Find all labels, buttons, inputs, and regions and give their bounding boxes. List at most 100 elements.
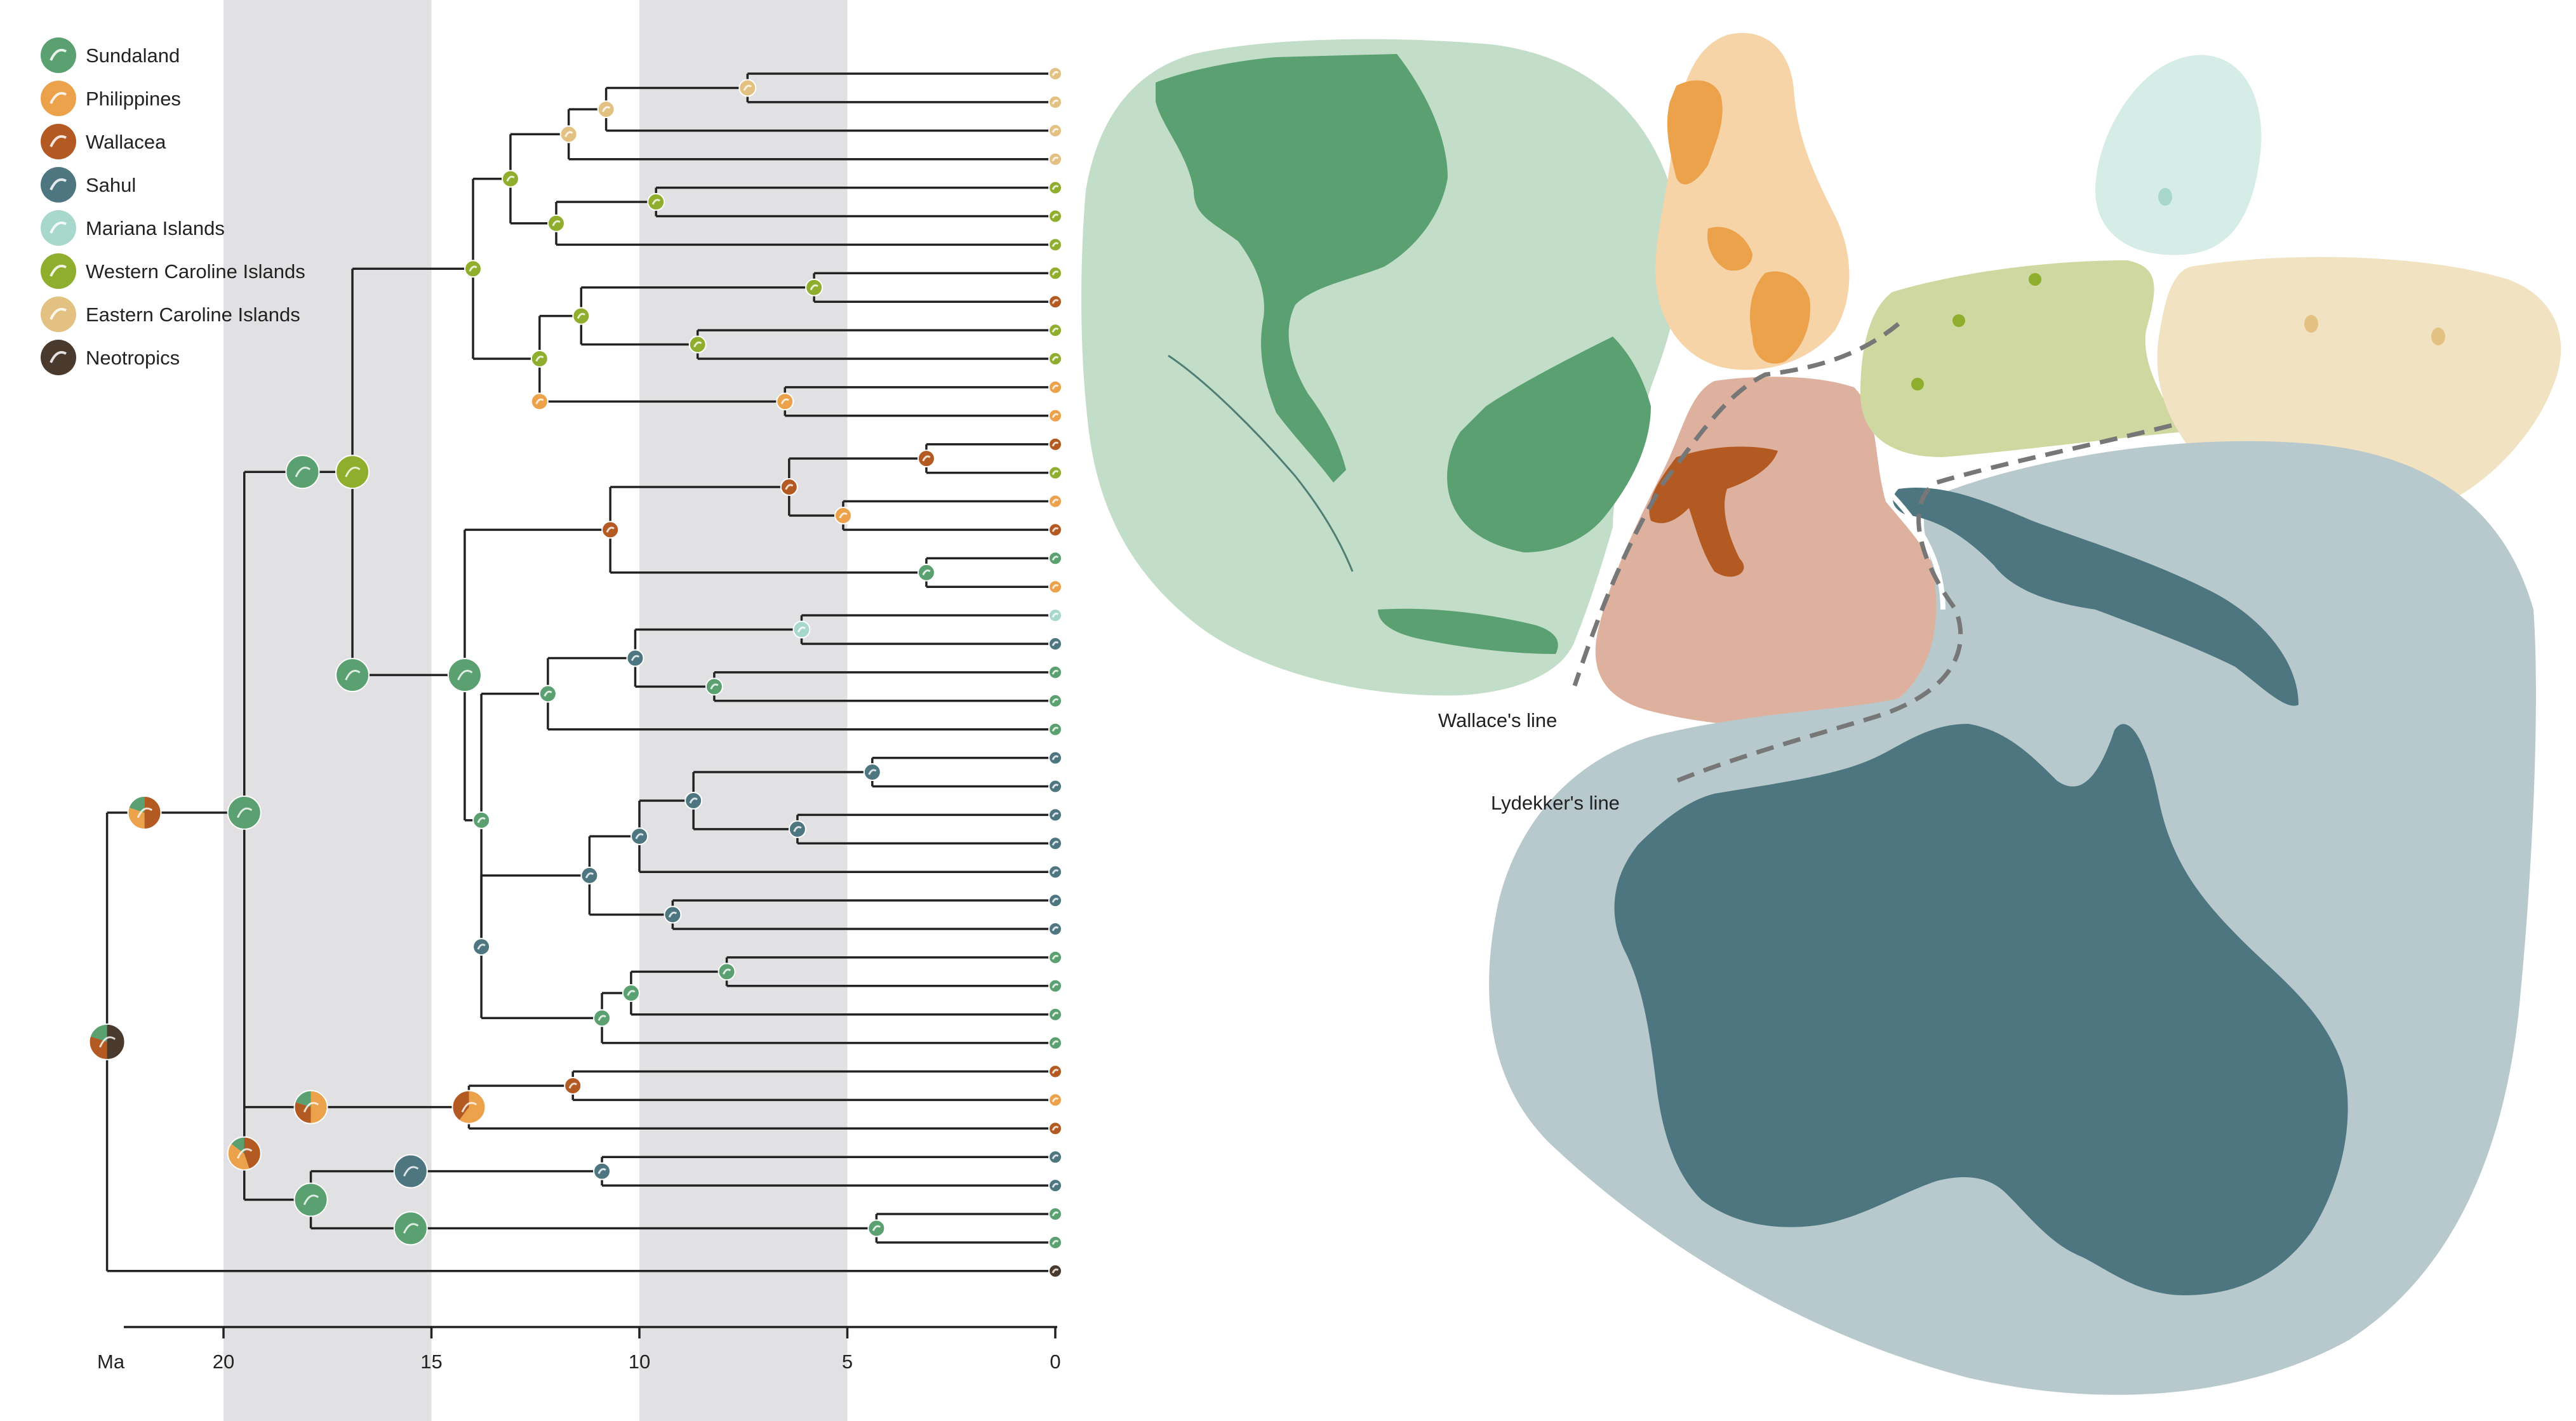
legend-glyph-icon (50, 48, 67, 61)
node-state-pie (472, 811, 491, 829)
tip-marker-31 (1048, 950, 1062, 964)
land-borneo (1447, 337, 1651, 552)
wallace-line (1572, 322, 1900, 687)
legend-glyph-icon (50, 307, 67, 320)
coast-sumatra (1168, 354, 1354, 572)
tip-marker-24 (1048, 751, 1062, 765)
legend-label-wallacea: Wallacea (86, 131, 166, 153)
legend-label-sahul: Sahul (86, 174, 136, 196)
node-state-pie (472, 938, 491, 956)
tip-marker-21 (1048, 665, 1062, 679)
node-state-pie (530, 350, 549, 368)
island-wc-1 (1952, 314, 1965, 327)
legend-swatch-sundaland-icon (41, 37, 76, 73)
node-state-pie (626, 649, 644, 667)
node-state-pie (464, 260, 482, 278)
legend-glyph-icon (50, 178, 67, 190)
node-state-pie (834, 506, 852, 524)
tip-marker-13 (1048, 437, 1062, 451)
tip-marker-34 (1048, 1036, 1062, 1050)
legend-swatch-mariana-icon (41, 210, 76, 246)
axis-unit-label: Ma (97, 1351, 125, 1373)
legend-swatch-sahul-icon (41, 167, 76, 203)
node-state-pie (127, 795, 162, 830)
tip-marker-32 (1048, 978, 1062, 993)
land-luzon (1667, 80, 1723, 185)
tip-marker-27 (1048, 836, 1062, 851)
tip-marker-22 (1048, 693, 1062, 708)
tip-marker-10 (1048, 352, 1062, 366)
tip-marker-42 (1048, 1264, 1062, 1278)
node-state-pie (293, 1090, 328, 1124)
legend-swatch-ecaroline-icon (41, 297, 76, 332)
axis-tick-label: 20 (213, 1351, 234, 1373)
legend-glyph-icon (50, 91, 67, 104)
legend-label-wcaroline: Western Caroline Islands (86, 260, 305, 283)
axis-tick-label: 0 (1050, 1351, 1060, 1373)
tip-marker-36 (1048, 1093, 1062, 1107)
time-band-0 (224, 0, 432, 1421)
node-state-pie (227, 795, 262, 830)
node-state-pie (717, 963, 736, 981)
node-state-pie (530, 392, 549, 411)
tip-marker-17 (1048, 551, 1062, 566)
legend-glyph-icon (50, 264, 67, 277)
tip-marker-0 (1048, 67, 1062, 81)
phylogeny-tips (1048, 67, 1062, 1278)
tip-marker-3 (1048, 152, 1062, 166)
tip-marker-15 (1048, 494, 1062, 509)
tip-marker-28 (1048, 865, 1062, 879)
tip-marker-8 (1048, 295, 1062, 309)
legend-swatch-philippines-icon (41, 81, 76, 116)
tip-marker-39 (1048, 1178, 1062, 1193)
axis-tick-label: 5 (842, 1351, 853, 1373)
axis-tick-label: 15 (420, 1351, 442, 1373)
legend: Sundaland Philippines Wallacea Sahul Mariana… (41, 37, 305, 375)
node-state-pie (593, 1162, 611, 1180)
node-state-pie (792, 620, 811, 639)
node-state-pie (863, 763, 881, 782)
time-band-1 (639, 0, 848, 1421)
phylogeny-nodes (88, 79, 935, 1246)
root-state-pie (88, 1023, 126, 1060)
tip-marker-29 (1048, 893, 1062, 908)
node-state-pie (647, 193, 665, 211)
node-state-pie (631, 827, 648, 846)
tip-marker-9 (1048, 323, 1062, 338)
node-state-pie (393, 1154, 428, 1189)
node-state-pie (664, 905, 682, 924)
node-state-pie (559, 125, 578, 143)
node-state-pie (564, 1076, 582, 1095)
node-state-pie (688, 335, 707, 354)
legend-label-mariana: Mariana Islands (86, 217, 225, 239)
node-state-pie (580, 866, 599, 884)
wallace-line-label: Wallace's line (1438, 709, 1557, 731)
tip-marker-12 (1048, 408, 1062, 423)
node-state-pie (285, 455, 320, 490)
island-wc-2 (2029, 273, 2041, 286)
node-state-pie (538, 684, 557, 703)
tip-marker-41 (1048, 1235, 1062, 1250)
tip-marker-38 (1048, 1150, 1062, 1164)
node-state-pie (917, 563, 935, 582)
time-bands (224, 0, 848, 1421)
node-state-pie (451, 1090, 486, 1124)
legend-glyph-icon (50, 221, 67, 234)
node-state-pie (705, 677, 723, 696)
lydekker-line (1675, 423, 2172, 784)
node-state-pie (622, 984, 640, 1003)
land-sulawesi (1649, 446, 1778, 577)
node-state-pie (917, 450, 935, 468)
node-state-pie (393, 1211, 428, 1246)
lydekker-line-label: Lydekker's line (1491, 792, 1620, 814)
tip-marker-23 (1048, 722, 1062, 737)
tip-marker-14 (1048, 465, 1062, 480)
node-state-pie (867, 1219, 886, 1238)
node-state-pie (293, 1182, 328, 1217)
region-mariana (2095, 55, 2262, 255)
region-western-caroline (1860, 260, 2184, 457)
tip-marker-20 (1048, 637, 1062, 651)
node-state-pie (788, 820, 806, 838)
node-state-pie (601, 521, 620, 539)
tip-marker-7 (1048, 266, 1062, 281)
